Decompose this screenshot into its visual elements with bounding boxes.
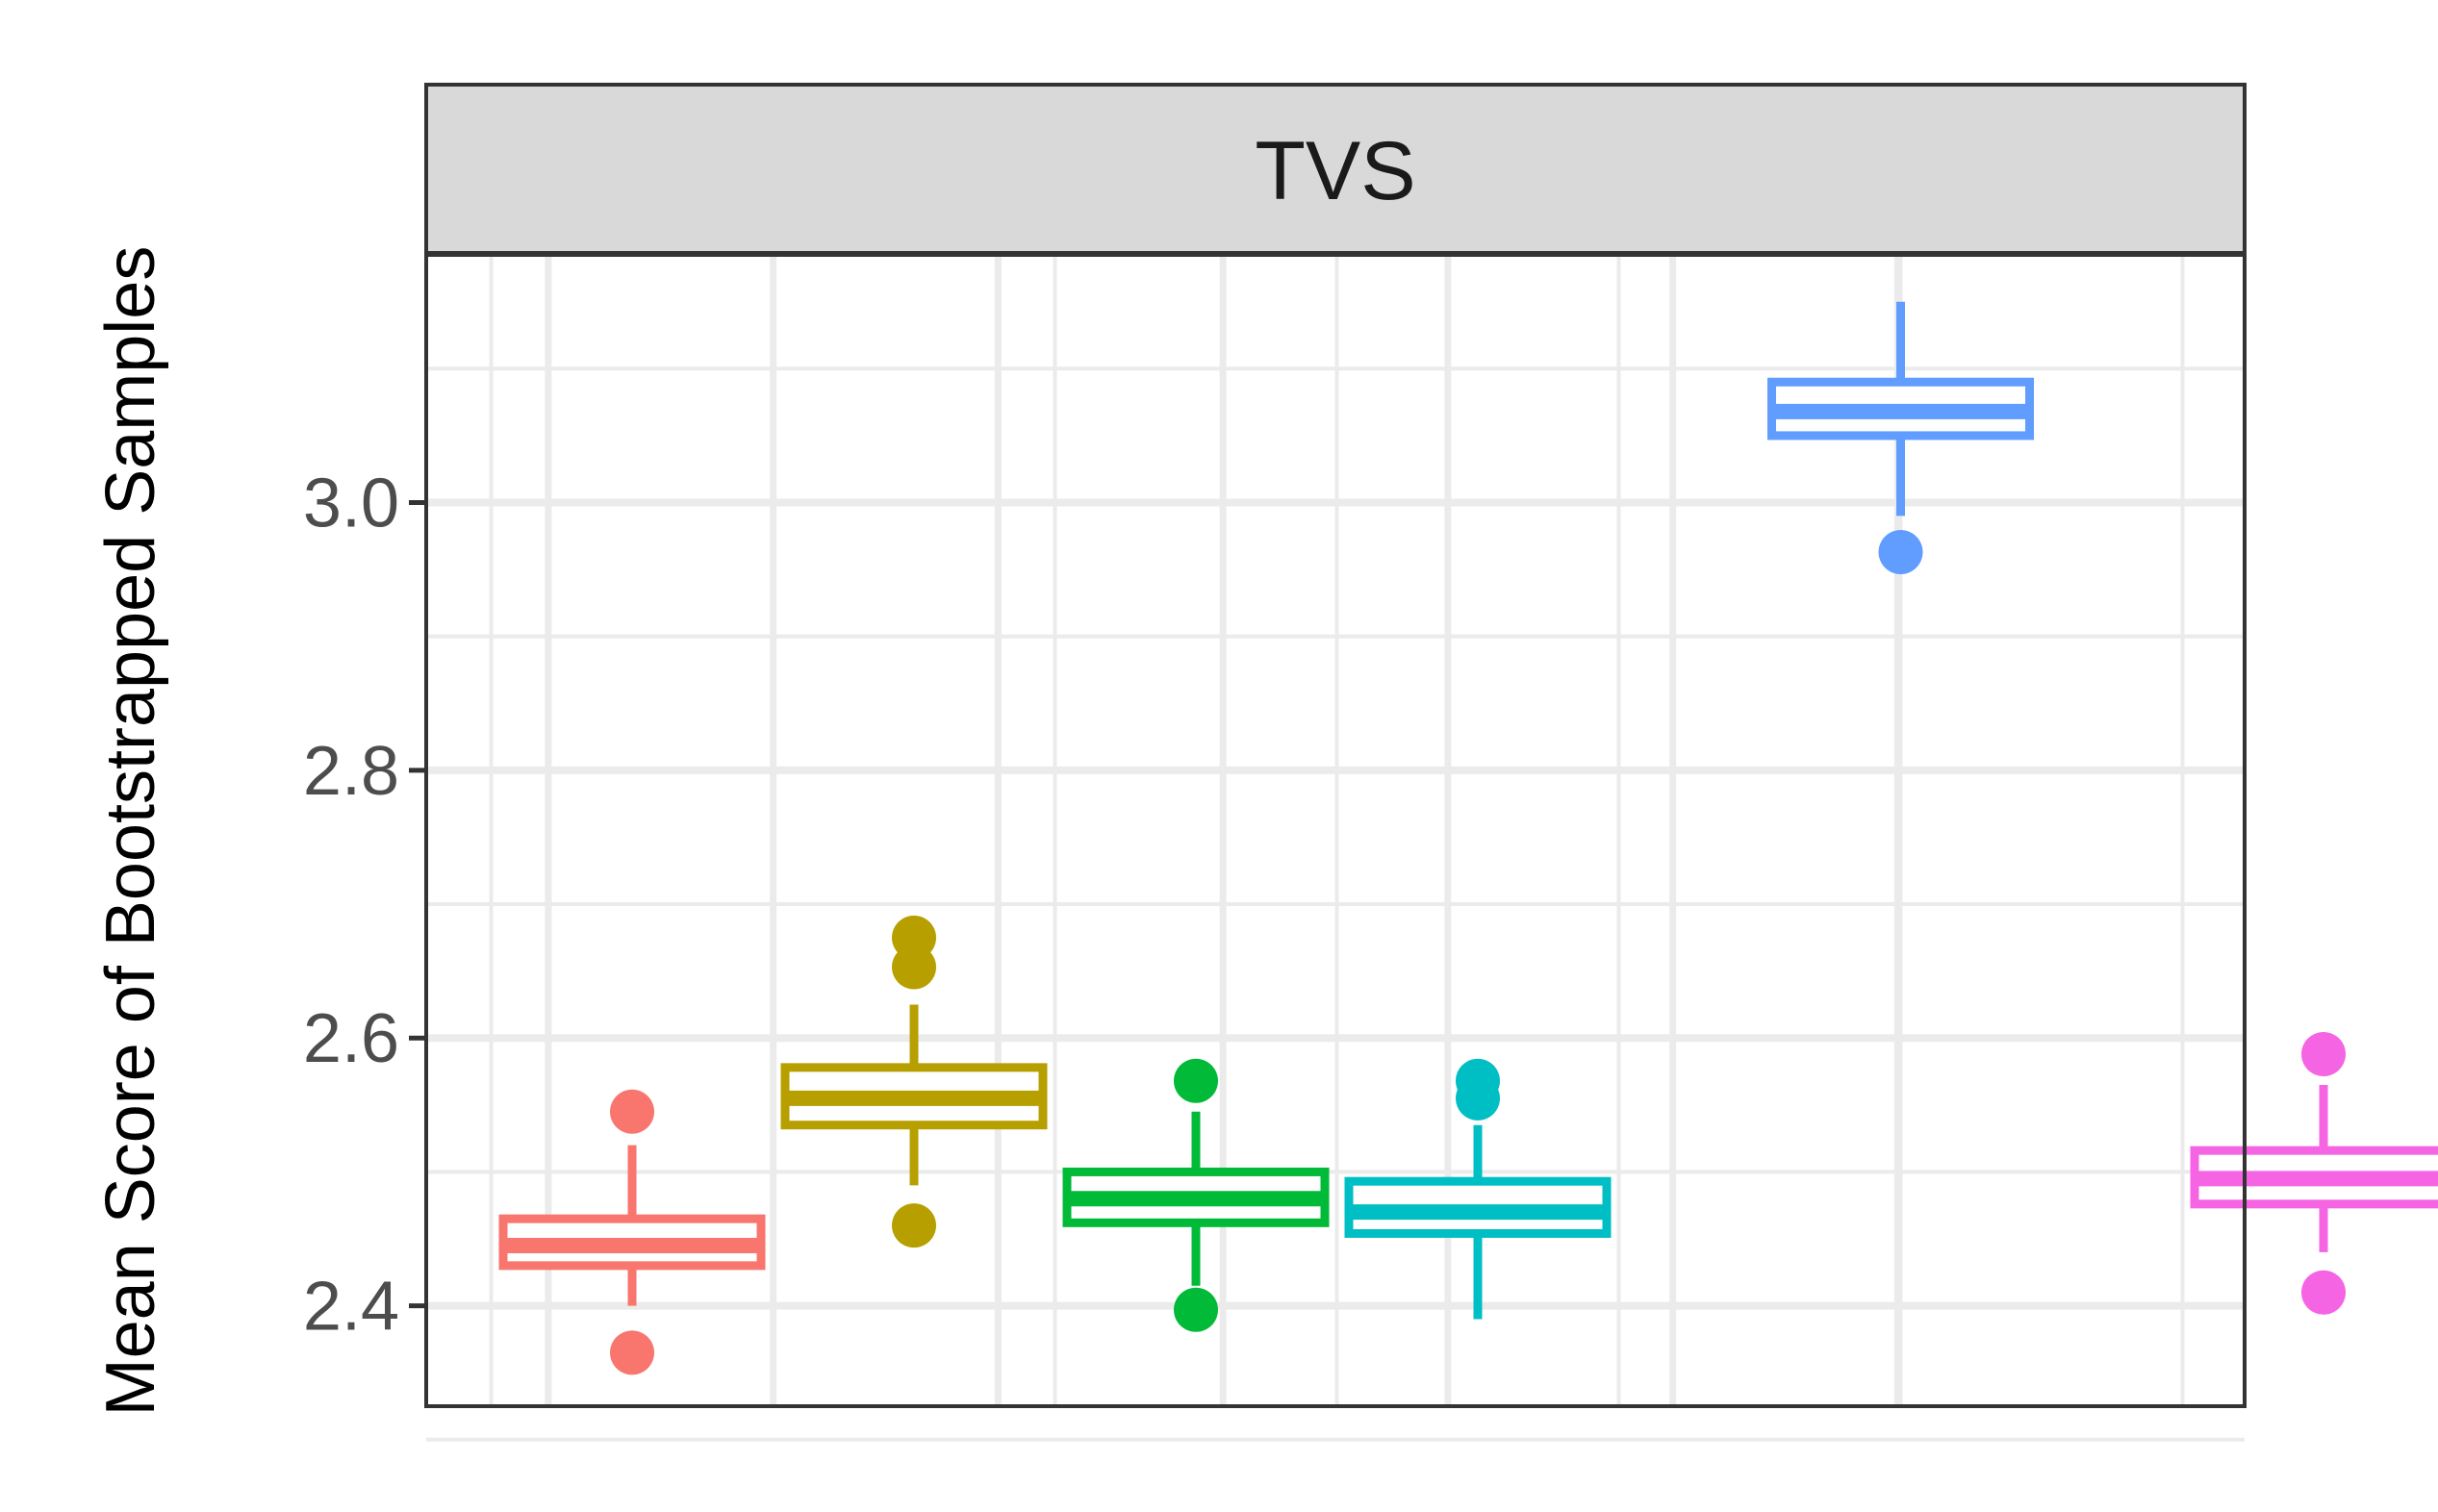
y-axis: 2.4 2.6 2.8 3.0 — [303, 465, 426, 1346]
y-tick-label: 2.6 — [303, 1000, 399, 1077]
outlier-point — [892, 1203, 936, 1248]
strip-background — [424, 83, 2247, 255]
box-plot — [1344, 1058, 1612, 1320]
box-plot — [498, 1089, 766, 1375]
y-axis-title: Mean Score of Bootstrapped Samples — [92, 246, 169, 1417]
y-tick-label: 3.0 — [303, 465, 399, 542]
y-tick-label: 2.4 — [303, 1269, 399, 1346]
outlier-point — [1456, 1058, 1500, 1103]
box-plot — [780, 915, 1048, 1248]
box-plot — [2190, 1031, 2438, 1315]
outlier-point — [2301, 1270, 2346, 1315]
outlier-point — [610, 1089, 654, 1134]
outlier-point — [1174, 1058, 1218, 1103]
outlier-point — [1174, 1287, 1218, 1332]
outlier-point — [892, 915, 936, 960]
outlier-point — [2301, 1031, 2346, 1076]
y-tick-label: 2.8 — [303, 733, 399, 810]
outlier-point — [610, 1330, 654, 1375]
outlier-point — [1878, 529, 1923, 574]
box-plot — [1062, 1058, 1330, 1332]
strip-title: TVS — [1255, 125, 1415, 217]
box-layer — [498, 301, 2438, 1375]
box-plot — [1767, 301, 2034, 574]
